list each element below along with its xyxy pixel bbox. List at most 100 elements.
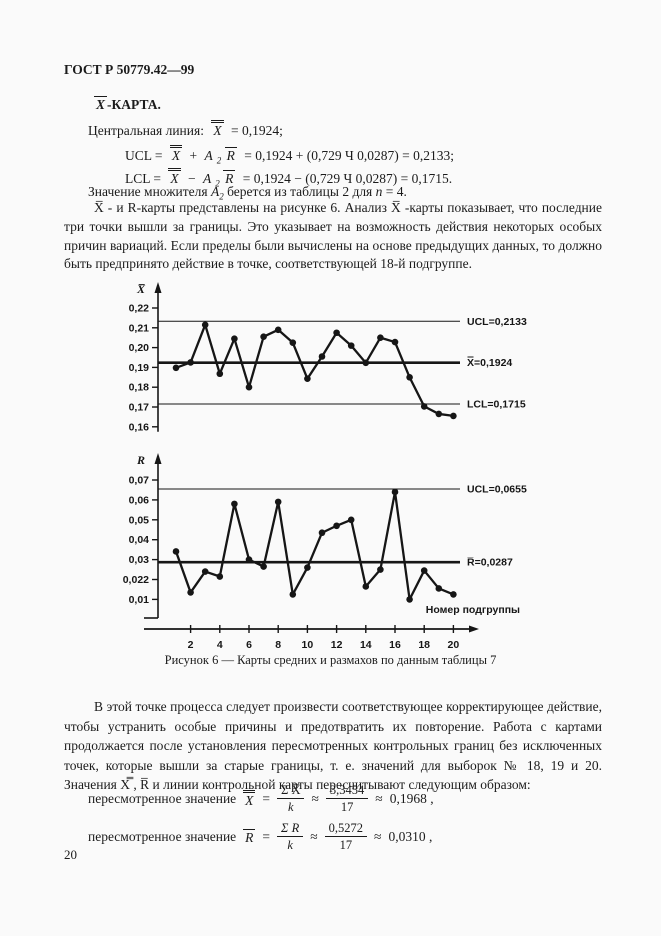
x-tick-label: 16 (389, 639, 401, 651)
data-series-line (174, 490, 454, 601)
approx-sign: ≈ (311, 790, 319, 806)
data-point (406, 374, 413, 381)
x-tick-label: 4 (217, 639, 223, 651)
x-tick-label: 6 (246, 639, 252, 651)
x-tick-label: 20 (448, 639, 460, 651)
data-point (362, 583, 370, 590)
data-point (172, 364, 180, 372)
x-axis-title: Номер подгруппы (426, 604, 520, 616)
y-tick-label: 0,07 (129, 475, 150, 487)
data-point (318, 353, 326, 360)
approx-sign: ≈ (310, 828, 318, 844)
ucl-lhs: UCL = (125, 148, 163, 163)
data-point (406, 596, 413, 603)
y-tick-label: 0,04 (129, 534, 150, 546)
revised-label: пересмотренное значение (88, 790, 237, 806)
data-point (274, 326, 282, 334)
x-tick-label: 2 (188, 639, 194, 651)
data-point (245, 556, 253, 563)
data-point (450, 412, 457, 420)
x-double-bar-symbol: X (169, 145, 183, 163)
control-line-label: UCL=0,0655 (467, 483, 527, 495)
paragraph-corrective-action: В этой точке процесса следует произвести… (64, 699, 602, 793)
y-tick-label: 0,22 (129, 303, 150, 315)
equals-sign: = (262, 790, 271, 806)
data-series-line (175, 323, 454, 418)
data-point (289, 591, 297, 598)
control-line-label: UCL=0,2133 (467, 316, 527, 328)
revised-xbar-result: 0,1968 , (389, 790, 434, 806)
central-line-value: = 0,1924; (230, 123, 283, 138)
lcl-lhs: LCL = (125, 171, 161, 186)
y-tick-label: 0,022 (123, 574, 149, 586)
data-point (289, 339, 297, 346)
y-tick-label: 0,06 (129, 494, 150, 506)
y-axis-arrow (154, 453, 162, 464)
fraction-33454-17: 3,3454 17 (325, 783, 369, 815)
data-point (377, 334, 384, 341)
x-double-bar-symbol: X (243, 789, 256, 808)
note-prefix: Значение множителя (88, 184, 208, 199)
data-point (333, 522, 340, 530)
figure-caption: Рисунок 6 — Карты средних и размахов по … (164, 653, 497, 667)
revised-rbar-result: 0,0310 , (388, 828, 433, 844)
ucl-rhs: = 0,1924 + (0,729 Ч 0,0287) = 0,2133; (244, 148, 454, 163)
y-tick-label: 0,19 (129, 362, 150, 374)
data-point (231, 500, 238, 508)
data-point (377, 566, 384, 573)
x-tick-label: 14 (360, 639, 372, 651)
data-point (362, 359, 370, 367)
data-point (391, 488, 399, 496)
data-point (216, 370, 224, 378)
control-line-label: X̿=0,1924 (466, 356, 512, 369)
x-axis-arrow (469, 625, 479, 633)
x-double-bar-symbol: X (211, 120, 224, 138)
data-point (201, 321, 209, 329)
y-tick-label: 0,05 (129, 514, 150, 526)
data-point (420, 567, 428, 574)
y-tick-label: 0,18 (129, 382, 150, 394)
revised-xbar-formula: пересмотренное значение X = Σ X̅ k ≈ 3,34… (88, 783, 434, 815)
xbar-symbol: X (94, 96, 108, 112)
fraction-05272-17: 0,5272 17 (324, 821, 368, 853)
data-point (187, 359, 194, 366)
data-point (435, 585, 443, 592)
r-bar-symbol: R (243, 828, 256, 845)
y-tick-label: 0,01 (129, 594, 150, 606)
y-tick-label: 0,21 (129, 322, 150, 334)
data-point (347, 342, 355, 349)
central-line-formula: Центральная линия: X = 0,1924; (88, 120, 283, 139)
r-bar-symbol: R (223, 170, 236, 186)
y-tick-label: 0,03 (129, 554, 150, 566)
a2-factor-symbol: A2 (210, 184, 224, 202)
data-point (435, 410, 443, 418)
data-point (260, 333, 267, 341)
data-point (172, 548, 180, 555)
note-middle: берется из таблицы 2 для (227, 184, 373, 199)
data-point (304, 375, 311, 382)
r-bar-symbol: R (224, 147, 237, 163)
data-point (216, 573, 224, 580)
approx-sign: ≈ (374, 828, 382, 844)
data-point (347, 516, 355, 524)
control-line-label: LCL=0,1715 (467, 399, 526, 411)
x-double-bar-symbol: X (168, 168, 181, 186)
x-tick-label: 8 (275, 639, 281, 651)
paragraph-analysis: X̅ - и R-карты представлены на рисунке 6… (64, 200, 602, 272)
data-point (391, 338, 399, 346)
fraction-sum-xbar-k: Σ X̅ k (277, 783, 305, 815)
n-symbol: n (375, 184, 383, 199)
approx-sign: ≈ (375, 790, 383, 806)
data-point (274, 498, 282, 506)
data-point (245, 383, 253, 391)
section-title: X -КАРТА. (94, 96, 161, 113)
y-tick-label: 0,17 (129, 402, 150, 414)
equals-sign: = (262, 828, 271, 844)
lcl-rhs: = 0,1924 − (0,729 Ч 0,0287) = 0,1715. (242, 171, 453, 186)
x-tick-label: 12 (331, 639, 343, 651)
data-point (420, 403, 428, 410)
xbar-chart: X̅ 0,22 0,21 0,20 0,19 0,18 0,17 0,16 UCL=0,2133… (129, 282, 527, 433)
